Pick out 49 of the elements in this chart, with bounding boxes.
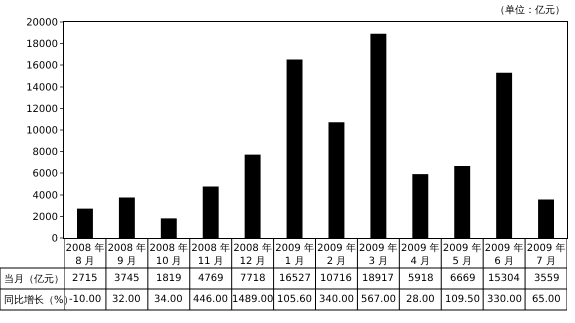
x-tick-label: 2008 年 8 月: [66, 242, 104, 267]
data-label: 3745: [114, 273, 140, 284]
text: 34.00: [154, 294, 183, 305]
text: 330.00: [487, 294, 522, 305]
x-tick-label: 2009 年 4 月: [400, 242, 440, 267]
y-tick-label: 8000: [32, 147, 58, 158]
text: 340.00: [319, 294, 354, 305]
text: 1489.00: [232, 294, 274, 305]
x-tick-label: 2008 年 10 月: [149, 242, 188, 267]
y-tick-label: 10000: [26, 126, 58, 136]
x-tick-label: 2009 年 1 月: [275, 242, 314, 267]
y-tick-label: 6000: [32, 168, 58, 180]
x-tick-label: 2009 年 5 月: [442, 242, 482, 267]
data-label: 18917: [362, 273, 394, 284]
y-tick-label: 18000: [26, 39, 58, 50]
text: 109.50: [445, 294, 480, 305]
text: 446.00: [193, 294, 228, 305]
x-tick-label: 2009 年 7 月: [526, 242, 566, 267]
text: 65.00: [532, 294, 561, 305]
y-tick-label: 20000: [26, 18, 58, 28]
data-label: 7718: [240, 273, 266, 284]
x-tick-label: 2008 年 12 月: [233, 242, 272, 267]
data-label: 2715: [72, 273, 98, 284]
data-label: 16527: [279, 273, 311, 284]
text: 105.60: [277, 294, 312, 305]
x-tick-label: 2008 年 9 月: [108, 242, 146, 267]
y-tick-label: 0: [52, 234, 58, 244]
y-tick-label: 4000: [32, 190, 58, 202]
data-label: 1819: [156, 273, 182, 284]
text: 28.00: [406, 294, 435, 305]
text: （单位：亿元）: [495, 4, 565, 16]
y-tick-label: 12000: [26, 104, 58, 115]
y-tick-label: 16000: [26, 60, 58, 72]
data-label: 3559: [534, 273, 560, 284]
text: 567.00: [361, 294, 396, 305]
data-label: 10716: [320, 273, 352, 284]
text: -10.00: [69, 294, 102, 305]
data-label: 15304: [488, 273, 520, 284]
x-tick-label: 2008 年 11 月: [191, 242, 230, 267]
x-tick-label: 2009 年 3 月: [359, 242, 398, 267]
x-tick-label: 2009 年 2 月: [317, 242, 356, 267]
y-tick-label: 14000: [26, 82, 58, 94]
text: 当月（亿元）: [4, 273, 64, 285]
text: 32.00: [112, 294, 141, 305]
data-label: 4769: [198, 273, 224, 284]
data-label: 5918: [408, 273, 434, 284]
data-label: 6669: [450, 273, 476, 284]
x-tick-label: 2009 年 6 月: [484, 242, 524, 267]
y-tick-label: 2000: [32, 212, 58, 223]
